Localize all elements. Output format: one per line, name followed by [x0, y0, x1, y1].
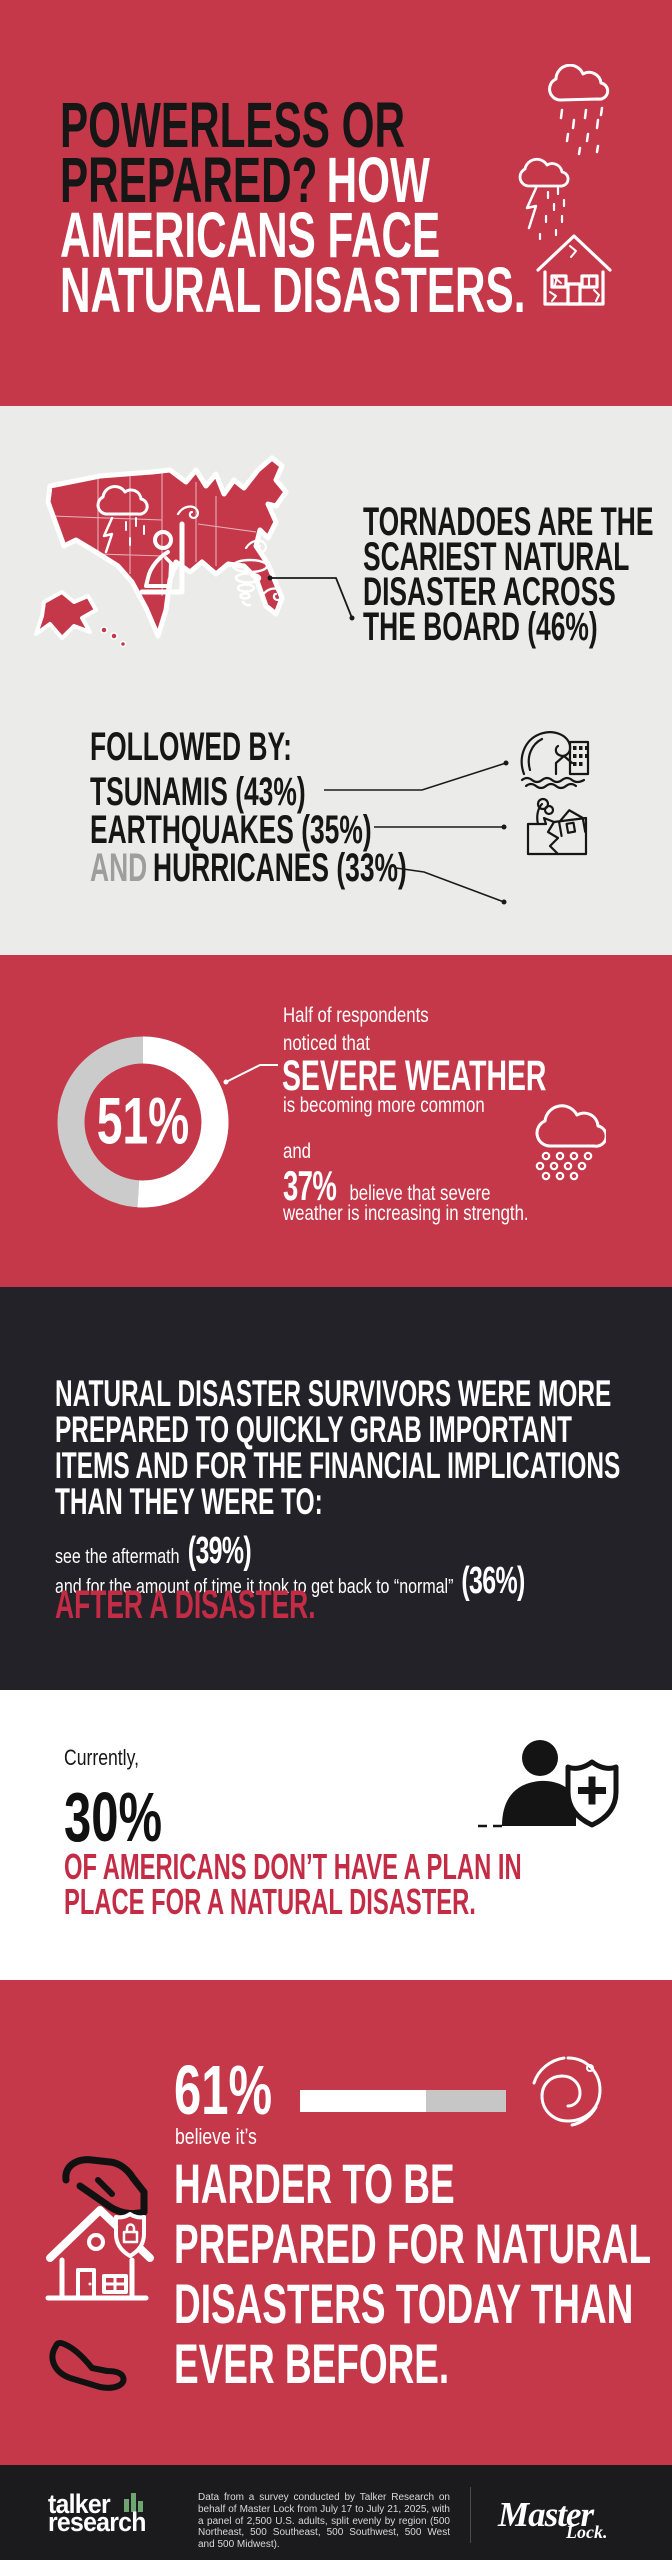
damaged-house-icon	[536, 234, 612, 306]
title-line-1: POWERLESS OR	[60, 89, 405, 161]
tornado-line-4: THE BOARD (46%)	[363, 605, 598, 649]
harder-line-3: DISASTERS TODAY THAN	[174, 2272, 634, 2335]
progress-bar-fill	[300, 2090, 426, 2112]
followed-item-tsunamis: TSUNAMIS (43%)	[90, 770, 306, 814]
survivors-row-2-text: and for the amount of time it took to ge…	[55, 1576, 454, 1598]
plan-intro: Currently,	[64, 1745, 139, 1770]
followed-item-hurricanes-label: HURRICANES (33%)	[153, 846, 407, 890]
plan-stat: 30%	[64, 1778, 163, 1856]
us-map	[34, 455, 289, 648]
title-line-3: AMERICANS FACE	[60, 199, 441, 271]
followed-by-title: FOLLOWED BY:	[90, 725, 292, 769]
plan-line-2: PLACE FOR A NATURAL DISASTER.	[64, 1881, 476, 1922]
followed-item-hurricanes-prefix: AND	[90, 846, 148, 890]
survivors-line-2: PREPARED TO QUICKLY GRAB IMPORTANT	[55, 1409, 572, 1450]
title-line-2: PREPARED? HOW	[60, 148, 430, 212]
severe-stat-row: 37% believe that severe	[283, 1165, 490, 1207]
protected-house-icon	[45, 2206, 154, 2301]
wind-swirl-icon	[176, 505, 283, 601]
plan-line-1: OF AMERICANS DON’T HAVE A PLAN IN	[64, 1846, 522, 1887]
donut-arc	[57, 1036, 229, 1208]
title-line-4: NATURAL DISASTERS.	[60, 254, 526, 326]
survivors-line-4: THAN THEY WERE TO:	[55, 1481, 323, 1522]
harder-line-2: PREPARED FOR NATURAL	[174, 2212, 652, 2275]
rain-cloud-icon	[548, 64, 610, 156]
severe-line-1: Half of respondents	[283, 1004, 429, 1027]
receiving-hand-icon	[49, 2339, 127, 2391]
severe-stat-text-2: weather is increasing in strength.	[283, 1202, 529, 1225]
survivors-row-2: and for the amount of time it took to ge…	[55, 1562, 539, 1600]
followed-item-hurricanes: AND HURRICANES (33%)	[90, 848, 407, 888]
connector-severe	[223, 1064, 278, 1085]
harder-line-4: EVER BEFORE.	[174, 2332, 450, 2395]
harder-line-1: HARDER TO BE	[174, 2152, 455, 2215]
severe-emphasis: SEVERE WEATHER	[282, 1052, 547, 1100]
severe-rain-cloud-icon	[535, 1104, 606, 1181]
tornado-line-3: DISASTER ACROSS	[363, 570, 616, 614]
severe-and: and	[283, 1140, 312, 1163]
kneeling-person-icon	[139, 521, 185, 595]
severe-weather-section: 51% Half of respondents noticed that SEV…	[0, 955, 672, 1287]
person-shield-icon	[478, 1740, 619, 1828]
severe-line-2: noticed that	[283, 1032, 370, 1055]
donut-value: 51%	[96, 1083, 190, 1158]
header-section: POWERLESS OR PREPARED? HOW AMERICANS FACE…	[0, 0, 672, 406]
master-lock-line-2: Lock.	[566, 2522, 608, 2542]
survivors-row-1: see the aftermath (39%)	[55, 1532, 265, 1570]
talker-logo-line-1: talker	[48, 2489, 111, 2519]
survivors-line-3: ITEMS AND FOR THE FINANCIAL IMPLICATIONS	[55, 1445, 621, 1486]
survivors-section: NATURAL DISASTER SURVIVORS WERE MORE PRE…	[0, 1287, 672, 1690]
storm-cloud-lightning-icon	[518, 157, 570, 241]
plan-section: Currently, 30% OF AMERICANS DON’T HAVE A…	[0, 1690, 672, 1980]
connector-tornado	[267, 575, 355, 621]
footer-disclaimer: Data from a survey conducted by Talker R…	[198, 2492, 450, 2551]
severe-stat-text-1: believe that severe	[349, 1182, 491, 1205]
earthquake-icon	[526, 797, 588, 856]
harder-section: 61% believe it’s HARDER TO BE PREPARED F…	[0, 1980, 672, 2465]
title-line-2-white: HOW	[326, 144, 430, 216]
title-line-2-black: PREPARED?	[60, 144, 318, 216]
survivors-row-2-stat: (36%)	[461, 1560, 525, 1602]
survivors-accent: AFTER A DISASTER.	[55, 1583, 316, 1627]
tornado-line-2: SCARIEST NATURAL	[363, 535, 630, 579]
followed-item-earthquakes: EARTHQUAKES (35%)	[90, 808, 372, 852]
connector-tsunami	[324, 760, 509, 791]
tornado-icon	[231, 558, 269, 607]
survivors-row-1-stat: (39%)	[187, 1530, 252, 1572]
severe-stat: 37%	[283, 1162, 337, 1209]
master-lock-line-1: Master	[498, 2495, 594, 2534]
tornado-line-1: TORNADOES ARE THE	[363, 500, 654, 544]
hurricane-spiral-icon	[532, 2056, 602, 2127]
map-storm-cloud-icon	[96, 485, 149, 554]
survivors-line-1: NATURAL DISASTER SURVIVORS WERE MORE	[55, 1373, 612, 1414]
alaska	[34, 590, 98, 640]
giving-hand-icon	[62, 2156, 148, 2218]
footer: talker research Data from a survey condu…	[0, 2465, 672, 2560]
talker-logo-bars-icon	[124, 2493, 143, 2512]
tornado-section: TORNADOES ARE THE SCARIEST NATURAL DISAS…	[0, 406, 672, 955]
survivors-row-1-text: see the aftermath	[55, 1546, 180, 1568]
connector-earthquake	[374, 824, 507, 830]
footer-divider	[470, 2487, 471, 2543]
donut-chart	[57, 1036, 229, 1208]
progress-bar	[300, 2090, 506, 2112]
harder-sub: believe it’s	[175, 2124, 257, 2149]
harder-stat: 61%	[174, 2051, 273, 2129]
connector-hurricane	[395, 867, 507, 905]
tsunami-icon	[520, 731, 590, 790]
severe-line-3: is becoming more common	[283, 1094, 485, 1117]
talker-logo-line-2: research	[48, 2507, 146, 2537]
